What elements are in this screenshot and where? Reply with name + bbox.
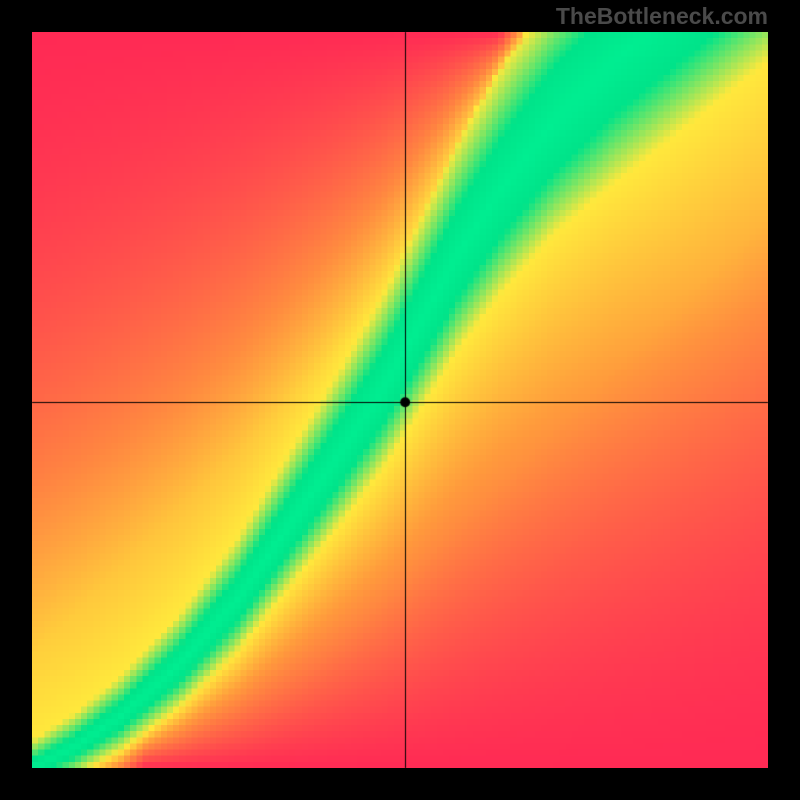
watermark-text: TheBottleneck.com [556,3,768,30]
crosshair-overlay [0,0,800,800]
chart-container: TheBottleneck.com [0,0,800,800]
